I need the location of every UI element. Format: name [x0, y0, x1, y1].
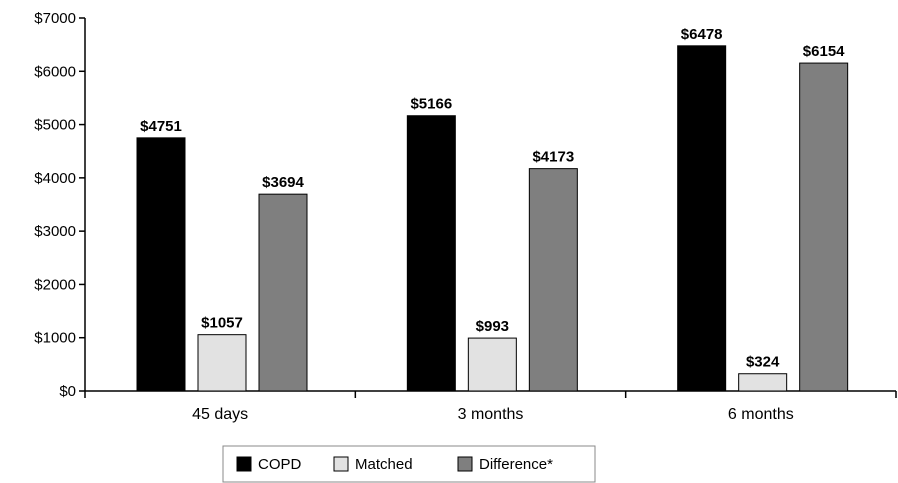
data-label: $6154: [803, 43, 845, 60]
x-axis: 45 days 3 months 6 months: [84, 390, 897, 423]
legend-swatch: [457, 456, 473, 472]
bar-copd: [677, 45, 727, 392]
bar-difference: [258, 193, 308, 392]
y-tick-label: $1000: [34, 330, 76, 347]
data-label: $5166: [410, 96, 452, 113]
x-category-label: 3 months: [458, 406, 524, 423]
y-axis: $0 $1000 $2000 $3000 $4000 $5000 $6000 $7000: [34, 10, 86, 400]
data-label: $1057: [201, 315, 243, 332]
legend-swatch: [333, 456, 349, 472]
data-label: $3694: [262, 174, 304, 191]
data-label: $4751: [140, 118, 182, 135]
data-label: $324: [746, 354, 780, 371]
y-tick-label: $0: [59, 383, 76, 400]
bar-matched: [197, 334, 247, 392]
legend-label: Difference*: [479, 456, 553, 473]
bars: $4751 $1057 $3694 $5166 $993 $4173 $6478 $324 $6…: [136, 26, 849, 392]
y-tick-label: $5000: [34, 117, 76, 134]
y-tick-label: $4000: [34, 170, 76, 187]
legend: COPD Matched Difference*: [222, 445, 596, 483]
y-tick-label: $6000: [34, 63, 76, 80]
y-tick-label: $2000: [34, 276, 76, 293]
bar-matched: [467, 337, 517, 392]
y-tick-label: $7000: [34, 10, 76, 27]
data-label: $4173: [532, 149, 574, 166]
legend-label: COPD: [258, 456, 302, 473]
legend-swatch: [236, 456, 252, 472]
data-label: $6478: [681, 26, 723, 43]
bar-difference: [799, 62, 849, 392]
legend-label: Matched: [355, 456, 413, 473]
bar-copd: [406, 115, 456, 392]
data-label: $993: [476, 318, 509, 335]
y-tick-label: $3000: [34, 223, 76, 240]
legend-box: [222, 445, 596, 483]
x-category-label: 6 months: [728, 406, 794, 423]
bar-difference: [528, 168, 578, 392]
bar-matched: [738, 373, 788, 392]
bar-copd: [136, 137, 186, 392]
x-category-label: 45 days: [192, 406, 248, 423]
